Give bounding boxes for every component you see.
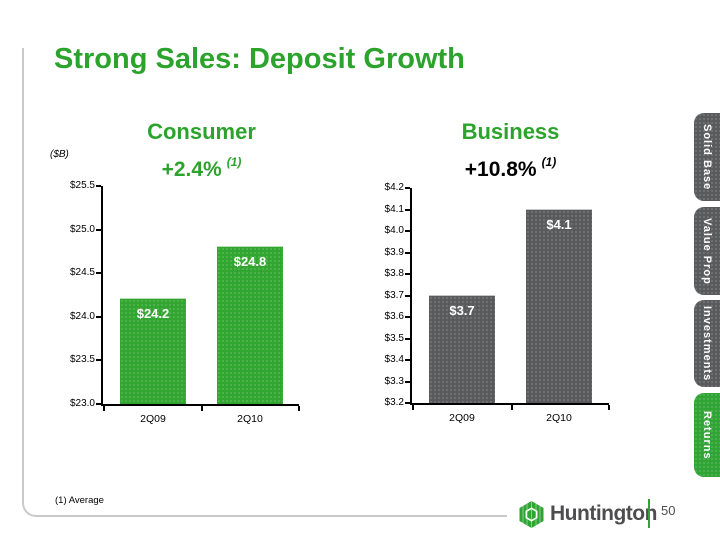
y-axis-tick [96,185,101,187]
category-label: 2Q10 [546,412,572,424]
growth-value: +2.4% [161,158,222,181]
sidebar-tab-label: Returns [701,410,713,460]
huntington-logo-icon [519,500,544,528]
sidebar-tab-value-prop: Value Prop [694,207,720,295]
y-axis-tick [405,251,410,254]
y-tick-label: $23.5 [69,354,95,366]
category-label: 2Q09 [449,412,475,424]
y-tick-label: $23.0 [69,398,95,409]
page-number: 50 [661,503,676,518]
x-axis-tick [103,406,105,411]
bar-value-label: $3.7 [449,302,475,318]
sidebar-tab-investments: Investments [694,300,720,387]
growth-label-consumer: +2.4% (1) [103,155,300,182]
sidebar-tab-solid-base: Solid Base [694,113,720,201]
category-label: 2Q09 [140,413,166,425]
page-title: Strong Sales: Deposit Growth [54,43,465,76]
y-tick-label: $4.2 [384,182,404,193]
bar [429,294,495,403]
bar [217,246,283,404]
growth-label-business: +10.8% (1) [412,155,609,182]
bar-chart-business: $3.2 $3.3 $3.4 $3.5 $3.6 $3.7 $3.8 $3.9 $4.0 $4.1… [385,182,610,424]
huntington-logo-text: Huntington [550,502,657,525]
footnote-reference: (1) [226,155,242,169]
y-tick-label: $3.7 [384,289,404,301]
sidebar-tab-returns: Returns [694,393,720,477]
bar-value-label: $24.8 [233,254,267,270]
y-tick-label: $3.6 [384,311,404,322]
page-number-separator [648,499,650,528]
sidebar-tab-label: Value Prop [701,217,713,285]
y-tick-label: $3.3 [384,375,404,387]
y-axis-tick [405,359,410,361]
y-axis-tick [405,402,410,404]
x-axis-tick [412,405,414,410]
category-label: 2Q10 [237,413,263,425]
y-tick-label: $3.8 [384,268,404,279]
growth-value: +10.8% [464,158,537,181]
x-axis-tick [201,406,203,411]
y-axis-tick [405,316,410,318]
x-axis-tick [298,406,300,411]
y-axis-tick [96,315,101,318]
y-axis-tick [405,294,410,297]
bar [526,208,592,403]
y-tick-label: $24.5 [69,267,95,279]
y-tick-label: $4.0 [384,225,404,236]
y-axis-tick [405,337,410,340]
y-tick-label: $4.1 [384,203,404,215]
x-axis-tick [510,405,513,410]
bar [120,298,186,404]
y-axis-tick [405,187,410,189]
huntington-logo: Huntington [518,499,657,529]
chart-title-business: Business [461,119,560,144]
bar-value-label: $4.1 [546,216,572,232]
bar-value-label: $24.2 [136,306,170,322]
y-tick-label: $24.0 [69,310,95,322]
y-axis-tick [405,208,410,211]
y-axis-tick [96,272,101,275]
y-tick-label: $3.2 [384,397,404,408]
y-tick-label: $3.9 [384,246,404,258]
y-tick-label: $25.0 [69,223,95,235]
y-axis-tick [96,359,101,362]
units-label: ($B) [50,149,69,160]
y-axis-tick [405,380,410,383]
y-axis-tick [96,403,101,405]
y-tick-label: $3.5 [384,332,404,344]
y-axis-tick [96,228,101,231]
bar-chart-consumer: $23.0 $23.5 $24.0 $24.5 $25.0 $25.5 $24.2 2Q09 $… [70,180,300,425]
x-axis-tick [608,405,610,410]
footnote-reference: (1) [541,155,557,169]
chart-title-consumer: Consumer [147,119,256,144]
y-tick-label: $3.4 [384,354,404,365]
sidebar-tab-label: Solid Base [701,123,713,191]
y-tick-label: $25.5 [69,180,95,191]
footnote: (1) Average [55,495,104,506]
y-axis-tick [405,230,410,232]
y-axis-tick [405,273,410,275]
sidebar-tab-label: Investments [701,305,713,382]
slide-border [22,48,507,517]
